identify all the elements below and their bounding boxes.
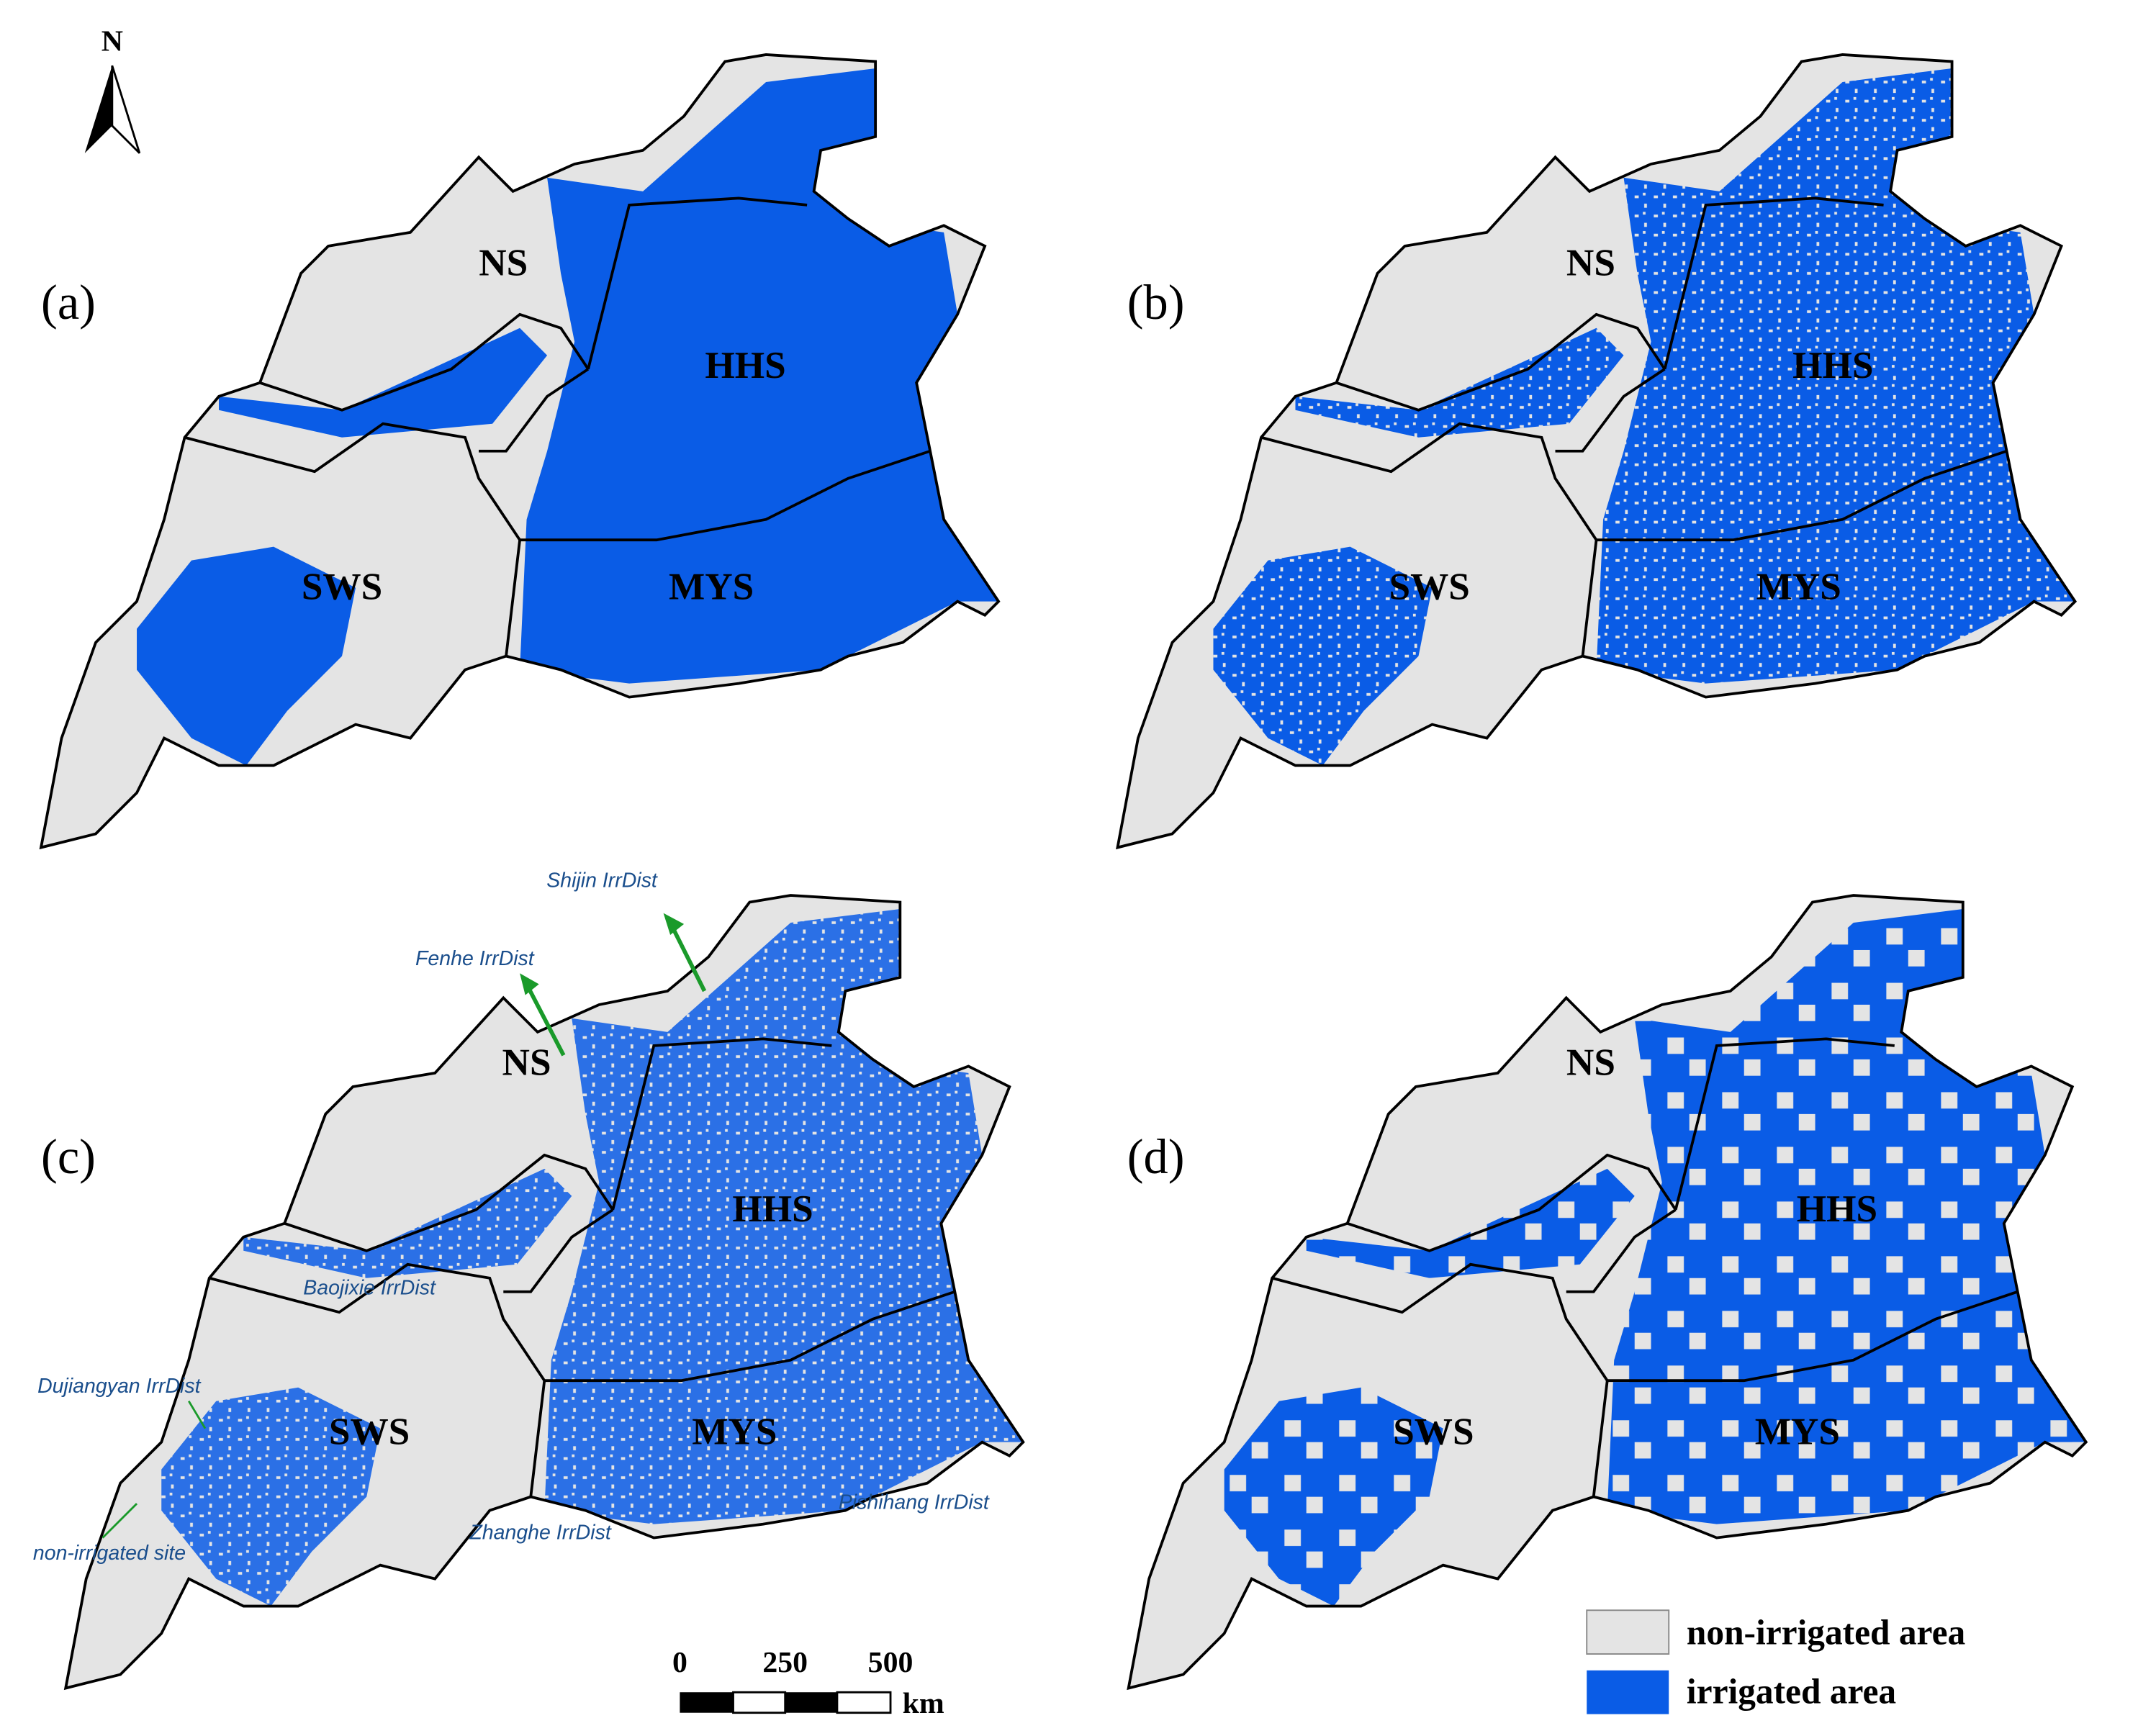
region-label: SWS (1389, 566, 1470, 608)
panel-label: (b) (1127, 275, 1185, 330)
scale-tick-label: 0 (672, 1646, 687, 1679)
region-label: SWS (1393, 1410, 1474, 1452)
panel-b-map (1116, 53, 2077, 849)
region-label: SWS (302, 566, 382, 608)
panel-label: (c) (41, 1129, 96, 1184)
north-label: N (102, 24, 123, 58)
panel-label: (a) (41, 275, 96, 330)
arrow (188, 1400, 207, 1429)
region-label: HHS (732, 1188, 813, 1230)
region-label: MYS (1755, 1410, 1840, 1452)
scale-segment (785, 1692, 837, 1713)
scale-segment (836, 1691, 892, 1714)
region-label: HHS (1797, 1188, 1877, 1230)
arrow (668, 921, 707, 993)
arrow (102, 1503, 138, 1539)
irrigation-district-label: Fenhe IrrDist (415, 947, 535, 970)
irrigation-district-label: Dujiangyan IrrDist (37, 1375, 202, 1398)
legend-swatch (1586, 1609, 1670, 1655)
region-label: MYS (692, 1410, 777, 1452)
region-label: NS (1566, 1041, 1615, 1084)
region-label: NS (1566, 242, 1615, 284)
panel-label: (d) (1127, 1129, 1185, 1184)
legend-label: irrigated area (1687, 1671, 1896, 1711)
panel-a-map (40, 53, 1001, 849)
irrigation-district-label: non-irrigated site (33, 1542, 186, 1565)
irrigation-district-label: Shijin IrrDist (546, 869, 658, 892)
scale-segment (732, 1691, 787, 1714)
region-label: MYS (1756, 566, 1841, 608)
region-label: NS (479, 242, 528, 284)
region-label: HHS (705, 344, 785, 386)
irrigation-district-label: Zhanghe IrrDist (469, 1521, 611, 1544)
region-label: HHS (1792, 344, 1873, 386)
north-arrow (111, 65, 141, 154)
legend-label: non-irrigated area (1687, 1613, 1965, 1653)
region-label: MYS (669, 566, 754, 608)
panel-d-map (1127, 894, 2088, 1690)
arrow-head (520, 973, 539, 995)
scale-segment (680, 1692, 734, 1713)
north-arrow (84, 65, 112, 153)
arrow-head (663, 913, 685, 936)
irrigation-district-label: Pishihang IrrDist (839, 1491, 990, 1514)
arrow (525, 983, 566, 1057)
scale-unit: km (903, 1687, 944, 1720)
legend-swatch (1587, 1670, 1669, 1714)
arrows (102, 921, 707, 1539)
irrigation-district-label: Baojixie IrrDist (303, 1276, 436, 1299)
region-label: SWS (329, 1410, 410, 1452)
scale-bar (680, 1691, 892, 1714)
scale-tick-label: 500 (868, 1646, 914, 1679)
region-label: NS (502, 1041, 551, 1084)
scale-tick-label: 250 (762, 1646, 808, 1679)
